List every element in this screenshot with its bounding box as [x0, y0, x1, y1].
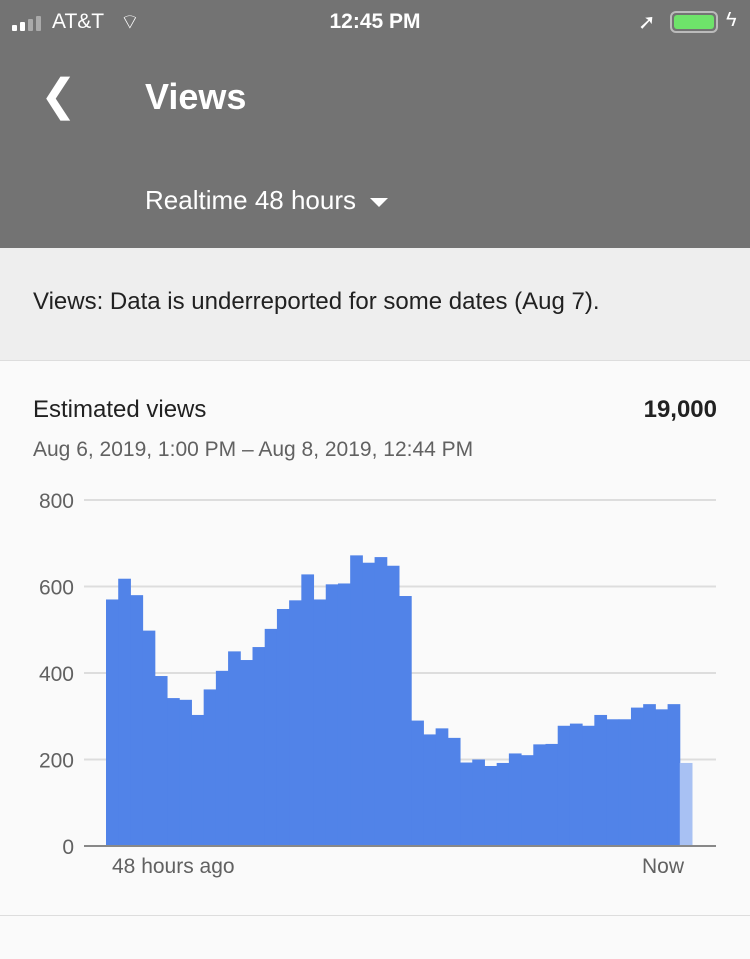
bar — [460, 762, 473, 846]
range-label: Realtime 48 hours — [145, 185, 356, 215]
x-label-start: 48 hours ago — [112, 855, 235, 878]
bar — [545, 743, 559, 846]
bar — [350, 555, 363, 846]
y-tick-label: 0 — [62, 836, 74, 859]
bar — [411, 720, 424, 846]
clock: 12:45 PM — [329, 10, 421, 33]
bar — [569, 723, 583, 846]
bar — [667, 704, 681, 846]
location-icon: ➚ — [638, 11, 656, 34]
bar — [118, 578, 131, 846]
bar — [106, 599, 119, 846]
bar — [374, 557, 388, 846]
carrier: AT&T — [52, 10, 105, 33]
bar — [252, 647, 266, 846]
caret-down-icon — [370, 197, 388, 207]
bar — [362, 562, 376, 846]
bar — [228, 651, 241, 846]
y-tick-label: 200 — [39, 750, 74, 773]
bar — [154, 676, 168, 846]
charging-icon: ϟ — [726, 9, 737, 31]
bar — [167, 698, 180, 846]
x-label-end: Now — [642, 855, 685, 878]
battery-icon — [670, 11, 718, 33]
signal-icon — [12, 16, 41, 31]
bar — [276, 608, 290, 846]
bar — [240, 660, 253, 846]
bar — [496, 762, 510, 846]
bar — [435, 728, 449, 846]
bar — [142, 630, 156, 846]
bar — [313, 599, 327, 846]
bar — [472, 759, 485, 846]
bar — [643, 704, 656, 846]
bar — [557, 725, 571, 846]
bar — [289, 600, 302, 846]
back-button[interactable]: ❮ — [40, 71, 77, 120]
bar — [179, 699, 192, 846]
wifi-icon: ⌔ — [120, 11, 140, 34]
bar — [423, 734, 437, 846]
bar — [203, 689, 217, 846]
bar — [191, 714, 205, 846]
views-card: Estimated views 19,000 Aug 6, 2019, 1:00… — [0, 362, 750, 916]
bar — [679, 762, 693, 846]
bar — [447, 737, 461, 846]
y-tick-label: 600 — [39, 577, 74, 600]
metric-total: 19,000 — [643, 396, 717, 423]
bar — [582, 725, 595, 846]
bar — [130, 595, 144, 846]
bar — [630, 707, 644, 846]
views-chart: 0 200 400 600 800 48 hours ago Now — [39, 490, 716, 878]
bar — [594, 714, 608, 846]
bar — [655, 709, 669, 846]
y-tick-label: 800 — [39, 490, 74, 513]
bar — [606, 719, 620, 846]
bar — [325, 584, 339, 846]
bar — [301, 574, 315, 846]
date-range: Aug 6, 2019, 1:00 PM – Aug 8, 2019, 12:4… — [33, 438, 474, 461]
underreported-notice: Views: Data is underreported for some da… — [0, 248, 750, 361]
status-bar: AT&T ⌔ 12:45 PM ➚ ϟ — [0, 8, 750, 36]
app-header: AT&T ⌔ 12:45 PM ➚ ϟ ❮ Views Realtime 48 … — [0, 0, 750, 248]
bar — [386, 565, 400, 846]
range-dropdown[interactable]: Realtime 48 hours — [145, 185, 388, 216]
metric-label: Estimated views — [33, 396, 207, 423]
bar — [399, 596, 412, 846]
page-title: Views — [145, 76, 247, 117]
bar — [521, 755, 534, 846]
bar — [508, 753, 522, 846]
bar — [618, 719, 632, 846]
bar — [337, 583, 351, 846]
bar — [533, 744, 546, 846]
y-tick-label: 400 — [39, 663, 74, 686]
bar — [264, 628, 278, 846]
bar — [484, 765, 498, 846]
bar — [215, 670, 229, 846]
